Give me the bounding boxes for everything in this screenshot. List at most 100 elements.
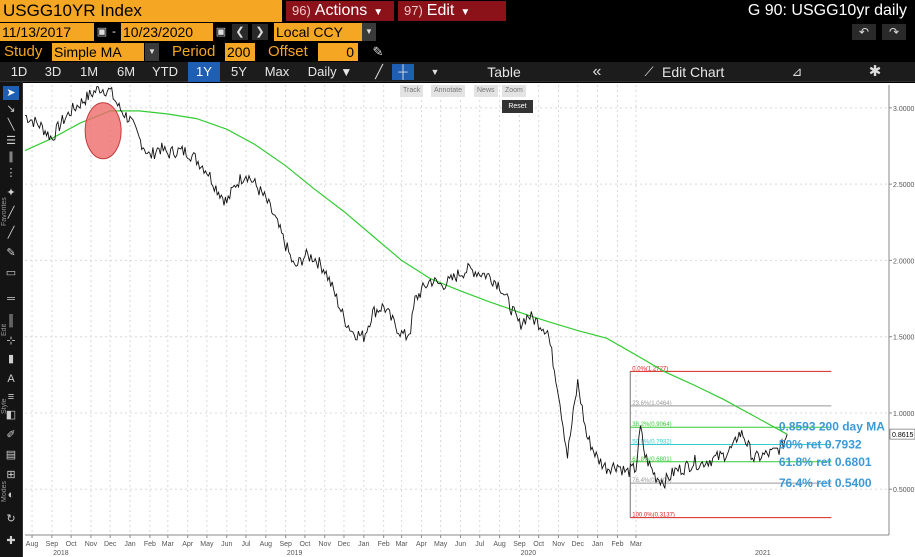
back-arrow-icon[interactable]: ❮ xyxy=(232,24,248,40)
brush-icon[interactable]: ✐ xyxy=(6,429,16,441)
chevron-down-icon: ▼ xyxy=(460,7,471,18)
annotate-button[interactable]: Annotate xyxy=(431,85,466,97)
draw-icon[interactable]: ⊿ xyxy=(791,64,803,79)
timeframe-1d[interactable]: 1D xyxy=(10,64,28,79)
chevron-down-icon[interactable]: ▼ xyxy=(430,67,440,77)
date-separator: - xyxy=(112,26,116,38)
currency-select[interactable]: Local CCY xyxy=(274,23,362,41)
fib-level-label: 0.0%(1.2727) xyxy=(632,366,668,372)
brush-icon[interactable]: ✎ xyxy=(6,247,16,259)
ticker-field[interactable]: USGG10YR Index xyxy=(0,0,282,22)
actions-number: 96) xyxy=(292,3,311,18)
timeframe-1y[interactable]: 1Y xyxy=(188,62,220,82)
annotate-icon[interactable]: ↘ xyxy=(6,103,16,115)
news-button[interactable]: News xyxy=(474,85,498,97)
reset-button[interactable]: Reset xyxy=(502,100,533,113)
power-icon[interactable]: ◐ xyxy=(7,489,15,501)
x-tick-label: Sep xyxy=(513,541,526,548)
chart-area[interactable]: 3.0000 2.5000 2.0000 1.5000 1.0000 0.5000 Aug S… xyxy=(23,83,915,557)
x-year-label: 2021 xyxy=(755,550,771,557)
star-icon[interactable]: ✦ xyxy=(6,187,16,199)
x-tick-label: Jun xyxy=(221,541,232,548)
title-bar: USGG10YR Index 96) Actions ▼ 97) Edit ▼ G 90… xyxy=(0,0,915,22)
cycle-icon[interactable]: ↻ xyxy=(6,513,16,525)
color-icon[interactable]: ◧ xyxy=(5,409,17,421)
magnet-icon[interactable]: ⊹ xyxy=(6,335,16,347)
rectangle-icon[interactable]: ▭ xyxy=(5,267,17,279)
fib-icon[interactable]: ☰ xyxy=(6,135,16,147)
gear-icon[interactable]: ✱ xyxy=(868,63,882,80)
study-bar: Study Simple MA ▼ Period 200 Offset 0 ✎ xyxy=(0,42,915,62)
collapse-icon[interactable]: « xyxy=(592,63,602,80)
edit-label: Edit xyxy=(1,323,8,336)
timeframe-1m[interactable]: 1M xyxy=(79,64,99,79)
edit-menu[interactable]: 97) Edit ▼ xyxy=(398,1,506,21)
x-tick-label: Apr xyxy=(416,541,428,548)
offset-input[interactable]: 0 xyxy=(318,43,358,61)
x-tick-label: Feb xyxy=(378,541,390,548)
calendar-icon[interactable]: ▣ xyxy=(215,26,227,38)
crosshair-icon[interactable]: ✚ xyxy=(6,535,16,547)
hline-icon[interactable]: ═ xyxy=(7,293,15,305)
x-tick-label: Jul xyxy=(241,541,250,548)
vline-icon[interactable]: ║ xyxy=(7,315,15,327)
track-button[interactable]: Track xyxy=(400,85,424,97)
zoom-button[interactable]: Zoom xyxy=(502,85,526,97)
trash-icon[interactable]: ▮ xyxy=(7,353,15,365)
x-tick-label: Mar xyxy=(630,541,643,548)
text-icon[interactable]: A xyxy=(7,373,15,385)
chevron-down-icon[interactable]: ▼ xyxy=(362,23,376,41)
start-date-field[interactable]: 11/13/2017 xyxy=(0,23,94,41)
actions-label: Actions xyxy=(314,2,368,19)
timeframe-5y[interactable]: 5Y xyxy=(231,64,247,79)
timeframe-3d[interactable]: 3D xyxy=(44,64,62,79)
chevron-down-icon[interactable]: ▼ xyxy=(145,43,159,61)
redo-icon[interactable]: ↷ xyxy=(882,24,906,40)
ray-icon[interactable]: ╱ xyxy=(7,207,15,219)
timeframe-max[interactable]: Max xyxy=(264,64,290,79)
x-tick-label: Feb xyxy=(144,541,156,548)
chart-settings-icon: ⟋ xyxy=(644,64,654,79)
channel-icon[interactable]: ∥ xyxy=(8,151,14,163)
fib-level-label: 23.6%(1.0464) xyxy=(632,401,671,407)
x-tick-label: Feb xyxy=(611,541,623,548)
offset-label: Offset xyxy=(268,43,308,60)
study-select[interactable]: Simple MA xyxy=(52,43,144,61)
line-chart-icon[interactable]: ╱ xyxy=(375,64,383,79)
segment-icon[interactable]: ╱ xyxy=(7,227,15,239)
snap-icon[interactable]: ⊞ xyxy=(6,469,16,481)
undo-icon[interactable]: ↶ xyxy=(852,24,876,40)
period-label: Period xyxy=(172,43,216,60)
x-tick-label: Nov xyxy=(319,541,332,548)
chart-svg[interactable]: 3.0000 2.5000 2.0000 1.5000 1.0000 0.5000 Aug S… xyxy=(23,83,915,557)
bar-chart-icon[interactable]: ┼ xyxy=(392,64,414,80)
y-tick-label: 3.0000 xyxy=(893,106,915,113)
cursor-icon[interactable]: ➤ xyxy=(3,86,19,100)
highlight-circle xyxy=(84,102,122,160)
calendar-icon[interactable]: ▣ xyxy=(96,26,108,38)
pattern-icon[interactable]: ⋮ xyxy=(5,167,17,179)
style-label: Style xyxy=(1,398,8,414)
timeframe-ytd[interactable]: YTD xyxy=(152,64,178,79)
period-input[interactable]: 200 xyxy=(225,43,255,61)
forward-arrow-icon[interactable]: ❯ xyxy=(252,24,268,40)
line-width-icon[interactable]: ≡ xyxy=(7,391,15,403)
timeframe-6m[interactable]: 6M xyxy=(116,64,136,79)
x-tick-label: Oct xyxy=(299,541,310,548)
edit-chart-button[interactable]: Edit Chart xyxy=(662,64,725,80)
actions-menu[interactable]: 96) Actions ▼ xyxy=(286,1,394,21)
frequency-select[interactable]: Daily ▼ xyxy=(300,62,360,82)
study-label: Study xyxy=(4,43,43,60)
x-tick-label: Oct xyxy=(533,541,544,548)
x-year-label: 2018 xyxy=(53,550,69,557)
table-button[interactable]: Table xyxy=(487,64,521,80)
x-tick-label: Oct xyxy=(66,541,77,548)
pencil-icon[interactable]: ✎ xyxy=(372,44,384,59)
fib-level-label: 38.2%(0.9064) xyxy=(632,422,671,428)
annotation-label: 76.4% ret 0.5400 xyxy=(779,476,872,490)
trendline-icon[interactable]: ╲ xyxy=(7,119,15,131)
x-tick-label: Dec xyxy=(104,541,117,548)
x-tick-label: Sep xyxy=(46,541,59,548)
end-date-field[interactable]: 10/23/2020 xyxy=(121,23,213,41)
lock-icon[interactable]: ▤ xyxy=(5,449,17,461)
